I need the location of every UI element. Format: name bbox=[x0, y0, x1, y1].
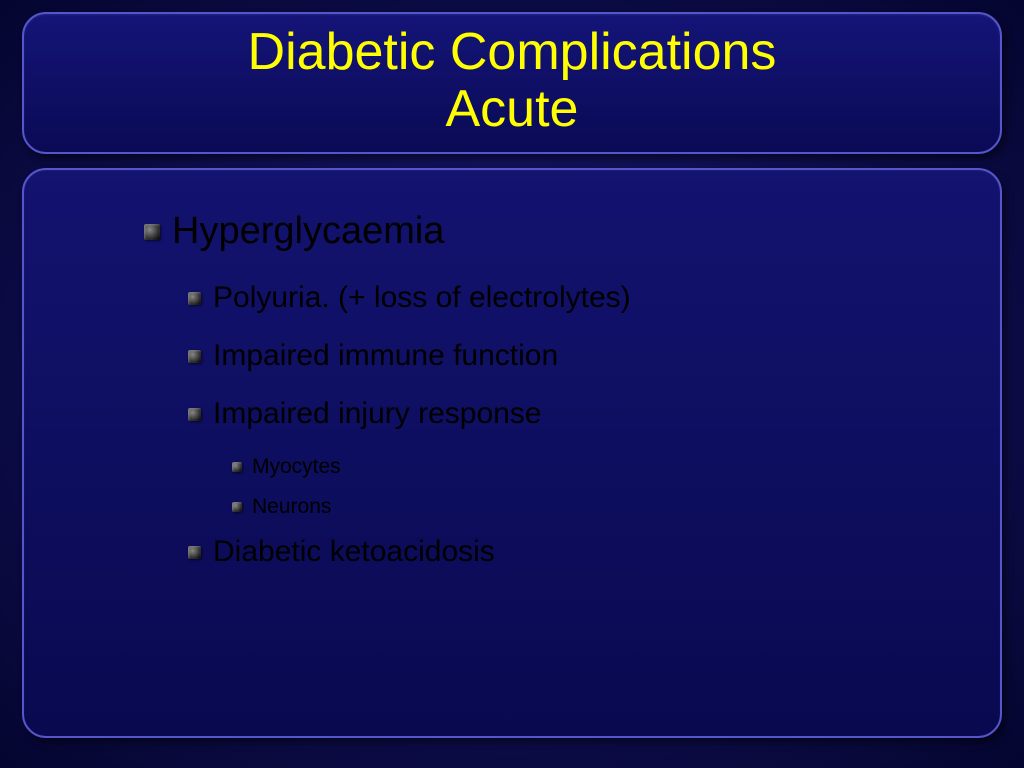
bullet-marker-icon bbox=[188, 408, 201, 421]
bullet-lvl2: Polyuria. (+ loss of electrolytes) bbox=[188, 281, 960, 315]
bullet-marker-icon bbox=[188, 292, 201, 305]
bullet-text: Impaired immune function bbox=[213, 339, 558, 373]
bullet-lvl2: Impaired injury response bbox=[188, 397, 960, 431]
bullet-marker-icon bbox=[188, 546, 201, 559]
content-panel: Hyperglycaemia Polyuria. (+ loss of elec… bbox=[22, 168, 1002, 738]
title-panel: Diabetic Complications Acute bbox=[22, 12, 1002, 154]
bullet-marker-icon bbox=[232, 462, 242, 472]
bullet-marker-icon bbox=[188, 350, 201, 363]
bullet-text: Myocytes bbox=[252, 455, 341, 479]
bullet-text: Impaired injury response bbox=[213, 397, 542, 431]
bullet-marker-icon bbox=[144, 224, 160, 240]
bullet-lvl3: Myocytes bbox=[232, 455, 960, 479]
bullet-lvl1: Hyperglycaemia bbox=[144, 210, 960, 253]
bullet-lvl2: Impaired immune function bbox=[188, 339, 960, 373]
title-line-1: Diabetic Complications bbox=[64, 24, 960, 81]
bullet-marker-icon bbox=[232, 502, 242, 512]
bullet-lvl3: Neurons bbox=[232, 495, 960, 519]
slide: Diabetic Complications Acute Hyperglycae… bbox=[0, 0, 1024, 768]
bullet-text: Polyuria. (+ loss of electrolytes) bbox=[213, 281, 631, 315]
bullet-lvl2: Diabetic ketoacidosis bbox=[188, 535, 960, 569]
bullet-text: Neurons bbox=[252, 495, 331, 519]
title-line-2: Acute bbox=[64, 81, 960, 138]
bullet-text: Diabetic ketoacidosis bbox=[213, 535, 495, 569]
bullet-text: Hyperglycaemia bbox=[172, 210, 444, 253]
